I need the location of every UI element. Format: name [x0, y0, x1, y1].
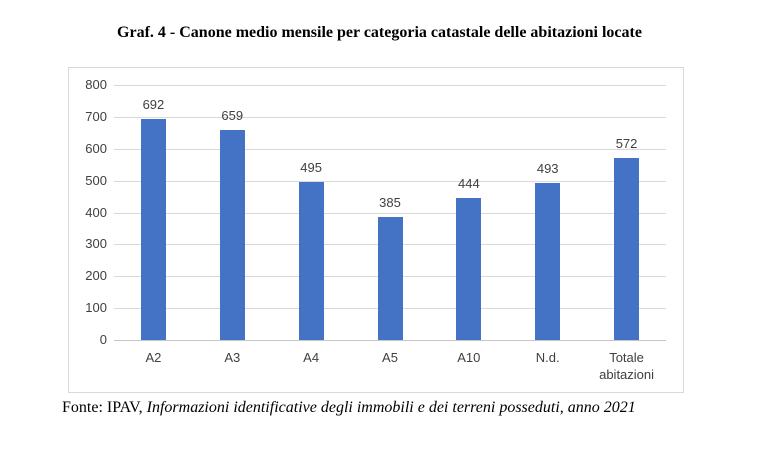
source-note-citation: Informazioni identificative degli immobi…	[146, 399, 636, 416]
bar-a4	[298, 182, 324, 340]
chart-title: Graf. 4 - Canone medio mensile per categ…	[117, 24, 642, 41]
y-axis-tick-label: 0	[99, 332, 107, 347]
y-axis-tick-label: 600	[85, 141, 107, 156]
x-axis-category-label: N.d.	[535, 350, 560, 365]
bar-value-label: 493	[536, 160, 559, 176]
bar-value-label: 385	[379, 195, 401, 211]
gridline	[114, 85, 666, 86]
y-axis-tick-label: 400	[85, 205, 107, 220]
gridline	[114, 117, 666, 118]
y-axis-tick-label: 200	[85, 268, 107, 283]
bar-totale-abitazioni	[614, 157, 640, 340]
bar-a5	[377, 217, 403, 340]
y-axis-tick-label: 700	[85, 109, 107, 124]
bar-value-label: 572	[615, 135, 638, 151]
source-note-prefix: Fonte: IPAV,	[62, 399, 147, 416]
x-axis-category-label: A3	[224, 350, 241, 365]
bar-a2	[140, 119, 166, 340]
x-axis-category-label: A2	[145, 350, 162, 365]
bar-value-label: 495	[300, 160, 322, 176]
bar-a10	[456, 198, 482, 340]
gridline	[114, 181, 666, 182]
source-note: Fonte: IPAV, Informazioni identificative…	[62, 399, 742, 417]
gridline	[114, 213, 666, 214]
x-axis-category-label: A10	[457, 350, 481, 365]
y-axis-tick-label: 800	[85, 77, 107, 92]
x-axis-line	[114, 340, 666, 341]
x-axis-category-label: A4	[303, 350, 320, 365]
bar-n-d-	[535, 182, 561, 340]
x-axis-category-label: A5	[382, 350, 398, 365]
y-axis-tick-label: 500	[85, 173, 107, 188]
gridline	[114, 149, 666, 150]
bar-value-label: 444	[457, 176, 480, 192]
bar-a3	[219, 129, 245, 340]
plot-area: 0 100 200 300 400 500 600 700 800 692 A2 659 A3 495 A4…	[69, 68, 683, 392]
y-axis-tick-label: 100	[85, 300, 107, 315]
y-axis-tick-label: 300	[85, 236, 107, 251]
chart-plot-box: 0 100 200 300 400 500 600 700 800 692 A2 659 A3 495 A4…	[68, 67, 684, 393]
bar-value-label: 659	[221, 107, 244, 123]
bar-value-label: 692	[142, 97, 165, 113]
x-axis-category-label: Totale abitazioni	[599, 350, 655, 382]
